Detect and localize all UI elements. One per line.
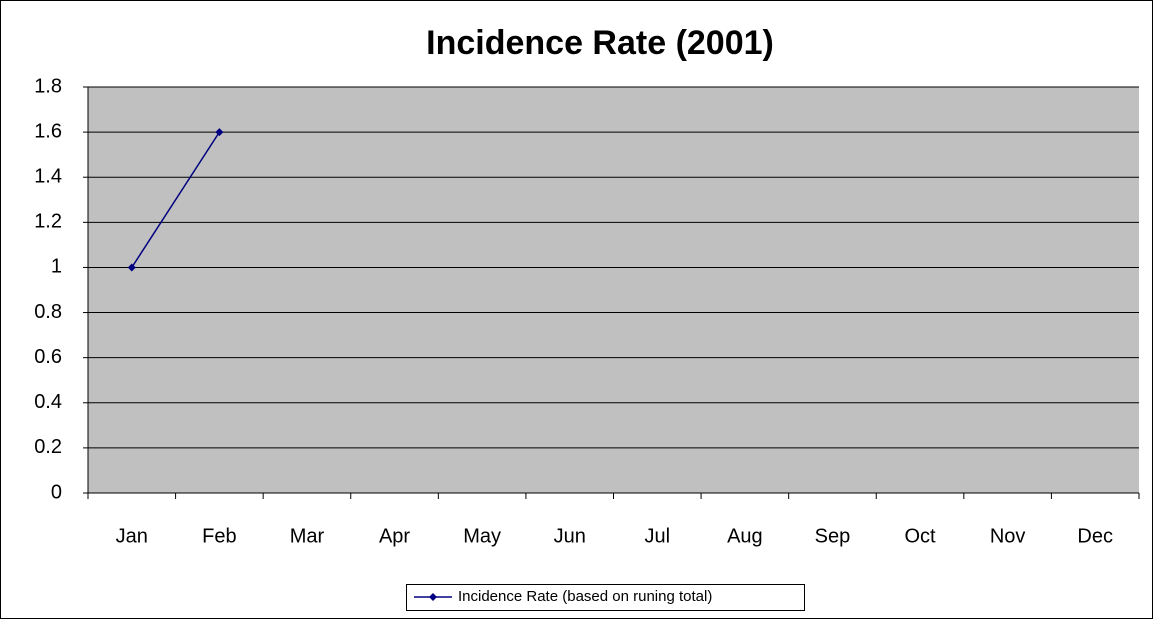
x-tick-label: Dec: [1077, 525, 1113, 547]
x-tick-label: Nov: [990, 525, 1026, 547]
point-marker: [215, 128, 224, 137]
x-tick-label: Oct: [904, 525, 936, 547]
x-tick-label: Jan: [116, 525, 148, 547]
chart-title: Incidence Rate (2001): [426, 24, 774, 62]
y-tick-label: 0.8: [34, 301, 62, 323]
point-marker: [127, 263, 136, 272]
y-tick-label: 1.4: [34, 166, 62, 188]
x-tick-label: Mar: [290, 525, 325, 547]
y-tick-label: 0.6: [34, 346, 62, 368]
line-series: [131, 131, 221, 268]
x-tick-label: Aug: [727, 525, 763, 547]
x-tick-label: May: [463, 525, 501, 547]
x-tick-label: Feb: [202, 525, 236, 547]
x-tick-label: Jun: [554, 525, 586, 547]
x-tick-label: Apr: [379, 525, 410, 547]
y-tick-label: 0: [51, 481, 62, 503]
plot-area: [88, 87, 1139, 493]
legend-marker: [429, 593, 437, 601]
y-tick-label: 1.8: [34, 75, 62, 97]
x-tick-label: Jul: [645, 525, 671, 547]
legend-label: Incidence Rate (based on runing total): [458, 588, 712, 605]
y-tick-label: 1.6: [34, 120, 62, 142]
y-tick-label: 1: [51, 256, 62, 278]
y-tick-label: 0.4: [34, 391, 62, 413]
legend-box: [406, 584, 805, 611]
x-tick-label: Sep: [815, 525, 851, 547]
y-tick-label: 1.2: [34, 211, 62, 233]
y-tick-label: 0.2: [34, 436, 62, 458]
